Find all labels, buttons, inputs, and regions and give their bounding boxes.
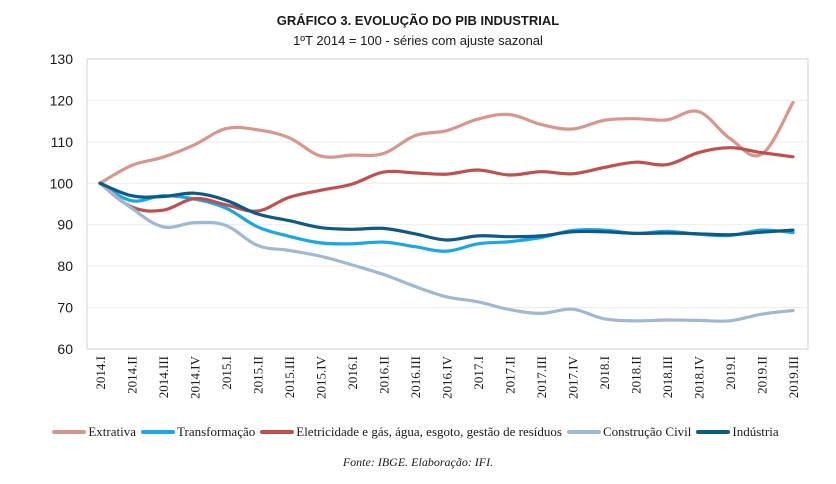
x-tick-label: 2014.III <box>156 356 171 398</box>
x-tick-label: 2015.I <box>219 356 234 390</box>
x-tick-label: 2019.I <box>723 356 738 390</box>
legend-label: Transformação <box>177 424 256 439</box>
legend-item-construcao-civil: Construção Civil <box>566 424 692 440</box>
legend-swatch <box>566 430 601 434</box>
x-tick-label: 2017.II <box>503 356 518 394</box>
legend-swatch <box>52 430 87 434</box>
legend-swatch <box>141 430 176 434</box>
x-tick-label: 2017.IV <box>566 355 581 399</box>
x-tick-label: 2015.III <box>282 356 297 398</box>
x-tick-label: 2019.III <box>786 356 801 398</box>
y-tick-label: 80 <box>57 258 73 274</box>
y-tick-label: 130 <box>50 51 74 67</box>
x-tick-label: 2018.II <box>629 356 644 394</box>
source-note: Fonte: IBGE. Elaboração: IFI. <box>342 455 494 469</box>
y-tick-label: 90 <box>57 217 73 233</box>
series-line-eletricidade-e-gas-agua-esgoto-gestao-de-residuos <box>98 146 795 213</box>
x-tick-label: 2014.I <box>93 356 108 390</box>
legend-item-transformacao: Transformação <box>141 424 255 440</box>
x-tick-label: 2016.III <box>408 356 423 398</box>
y-tick-label: 110 <box>51 134 74 150</box>
gridlines <box>87 99 808 309</box>
x-tick-label: 2018.I <box>597 356 612 390</box>
legend-swatch <box>260 430 295 434</box>
chart-title: GRÁFICO 3. EVOLUÇÃO DO PIB INDUSTRIAL <box>276 13 560 28</box>
legend-item-extrativa: Extrativa <box>52 424 136 440</box>
series-line-industria <box>98 181 795 242</box>
x-axis: 2014.I 2014.II 2014.III 2014.IV 2015.I 2015.I… <box>93 355 801 399</box>
series-lines <box>98 100 795 323</box>
legend-label: Construção Civil <box>602 424 692 439</box>
y-tick-label: 60 <box>57 341 73 357</box>
x-tick-label: 2018.III <box>660 356 675 398</box>
x-tick-label: 2019.II <box>755 356 770 394</box>
x-tick-label: 2018.IV <box>692 355 707 399</box>
y-tick-label: 100 <box>50 175 74 191</box>
x-tick-label: 2014.II <box>125 356 140 394</box>
legend-item-industria: Indústria <box>696 424 779 440</box>
x-tick-label: 2015.IV <box>314 355 329 399</box>
legend-swatch <box>696 430 731 434</box>
y-tick-label: 120 <box>50 92 74 108</box>
x-tick-label: 2016.IV <box>440 355 455 399</box>
legend-label: Indústria <box>732 424 779 439</box>
y-axis: 60 70 80 90 100 110 120 130 <box>50 51 74 357</box>
legend-label: Eletricidade e gás, água, esgoto, gestão… <box>296 424 562 439</box>
x-tick-label: 2017.I <box>471 356 486 390</box>
x-tick-label: 2016.I <box>345 356 360 390</box>
chart-subtitle: 1ºT 2014 = 100 - séries com ajuste sazon… <box>293 33 543 48</box>
x-tick-label: 2017.III <box>534 356 549 398</box>
x-tick-label: 2015.II <box>251 356 266 394</box>
legend-item-eletricidade-e-gas-agua-esgoto-gestao-de-residuos: Eletricidade e gás, água, esgoto, gestão… <box>260 424 562 440</box>
y-tick-label: 70 <box>57 300 73 316</box>
legend: Extrativa Transformação Eletricidade e gás… <box>0 424 836 440</box>
x-tick-label: 2016.II <box>377 356 392 394</box>
x-tick-label: 2014.IV <box>188 355 203 399</box>
series-line-extrativa <box>98 100 795 185</box>
legend-label: Extrativa <box>88 424 137 439</box>
plot-area-border <box>86 58 809 350</box>
